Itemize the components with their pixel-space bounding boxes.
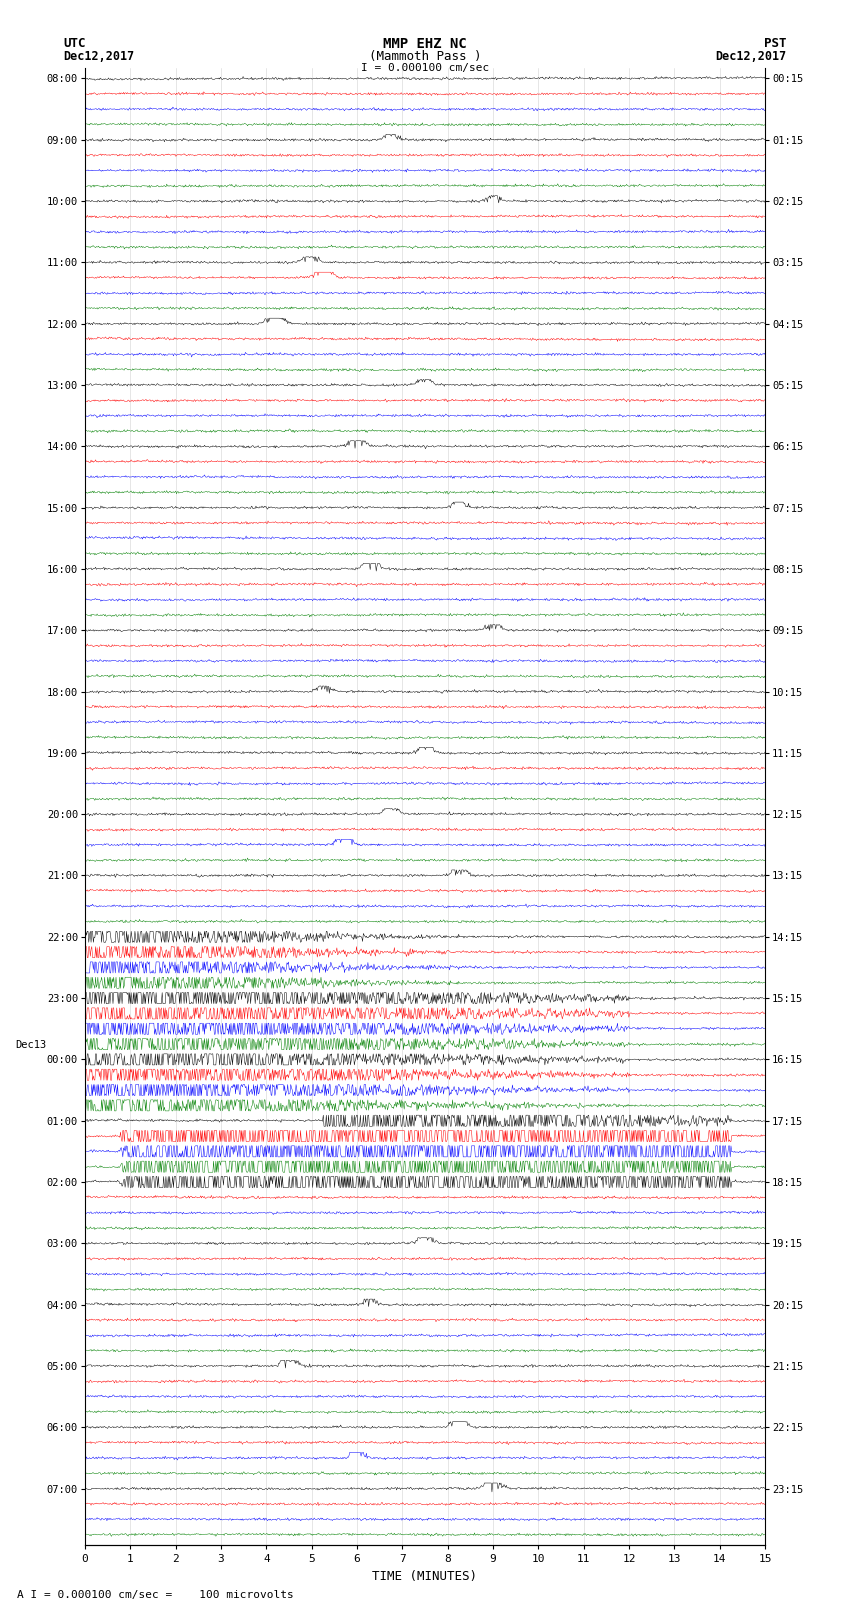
- X-axis label: TIME (MINUTES): TIME (MINUTES): [372, 1569, 478, 1582]
- Text: I = 0.000100 cm/sec: I = 0.000100 cm/sec: [361, 63, 489, 73]
- Text: MMP EHZ NC: MMP EHZ NC: [383, 37, 467, 52]
- Text: A I = 0.000100 cm/sec =    100 microvolts: A I = 0.000100 cm/sec = 100 microvolts: [17, 1590, 294, 1600]
- Text: (Mammoth Pass ): (Mammoth Pass ): [369, 50, 481, 63]
- Text: Dec13: Dec13: [15, 1040, 47, 1050]
- Text: PST: PST: [764, 37, 786, 50]
- Text: Dec12,2017: Dec12,2017: [64, 50, 135, 63]
- Text: UTC: UTC: [64, 37, 86, 50]
- Text: Dec12,2017: Dec12,2017: [715, 50, 786, 63]
